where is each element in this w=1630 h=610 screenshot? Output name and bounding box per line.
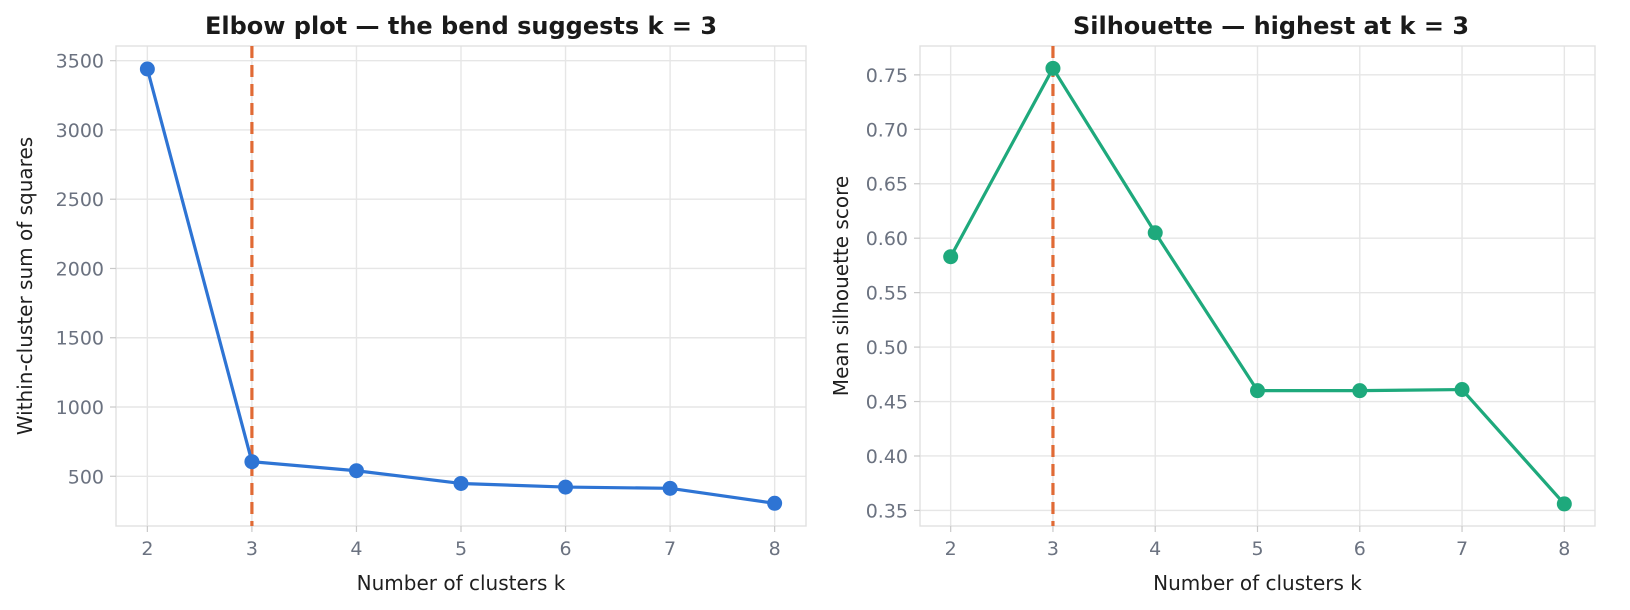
x-tick-label: 8 bbox=[769, 538, 781, 560]
x-tick-label: 4 bbox=[350, 538, 362, 560]
x-tick-label: 8 bbox=[1558, 538, 1570, 560]
data-point bbox=[767, 495, 783, 511]
data-point bbox=[244, 454, 260, 470]
x-tick-label: 2 bbox=[945, 538, 957, 560]
data-point bbox=[1250, 383, 1265, 399]
x-tick-label: 5 bbox=[455, 538, 467, 560]
y-tick-label: 0.45 bbox=[866, 392, 908, 414]
y-tick-label: 2000 bbox=[56, 258, 104, 280]
y-tick-label: 500 bbox=[68, 466, 104, 488]
y-tick-label: 0.60 bbox=[866, 228, 908, 250]
y-tick-label: 0.50 bbox=[866, 337, 908, 359]
data-point bbox=[1556, 496, 1572, 512]
data-point bbox=[1147, 225, 1163, 241]
data-point bbox=[558, 479, 574, 495]
y-axis-label: Within-cluster sum of squares bbox=[13, 137, 37, 435]
chart-title: Silhouette — highest at k = 3 bbox=[1073, 12, 1469, 40]
y-tick-label: 2500 bbox=[56, 189, 104, 211]
data-point bbox=[1454, 382, 1470, 398]
y-tick-label: 0.70 bbox=[866, 119, 908, 141]
y-tick-label: 1000 bbox=[56, 397, 104, 419]
data-point bbox=[139, 61, 155, 77]
chart-panel-2: 2 3 4 5 6 7 8 0.35 0.40 0.45 0.50 0.55 0.60 0.65 0.70 0… bbox=[829, 12, 1596, 595]
chart-panel-1: 2 3 4 5 6 7 8 500 1000 1500 2000 2500 3000 3500 Elbow … bbox=[13, 12, 807, 595]
data-point bbox=[662, 480, 678, 496]
x-tick-label: 6 bbox=[559, 538, 571, 560]
x-tick-label: 6 bbox=[1354, 538, 1366, 560]
y-tick-label: 3000 bbox=[56, 120, 104, 142]
y-tick-label: 0.35 bbox=[866, 500, 908, 522]
y-tick-label: 0.65 bbox=[866, 174, 908, 196]
data-point bbox=[1352, 383, 1368, 399]
chart-title: Elbow plot — the bend suggests k = 3 bbox=[205, 12, 717, 40]
x-tick-label: 7 bbox=[1456, 538, 1468, 560]
y-tick-label: 1500 bbox=[56, 328, 104, 350]
data-point bbox=[1045, 60, 1061, 76]
x-tick-label: 3 bbox=[246, 538, 258, 560]
data-point bbox=[453, 475, 469, 491]
x-tick-label: 7 bbox=[664, 538, 676, 560]
y-tick-label: 0.55 bbox=[866, 283, 908, 305]
x-tick-label: 3 bbox=[1047, 538, 1059, 560]
x-axis-label: Number of clusters k bbox=[357, 571, 566, 595]
data-point bbox=[348, 463, 364, 479]
data-point bbox=[943, 249, 959, 265]
x-axis-label: Number of clusters k bbox=[1153, 571, 1362, 595]
y-axis-label: Mean silhouette score bbox=[829, 176, 853, 396]
y-tick-label: 3500 bbox=[56, 51, 104, 73]
x-tick-label: 5 bbox=[1251, 538, 1263, 560]
y-tick-label: 0.40 bbox=[866, 446, 908, 468]
x-tick-label: 2 bbox=[141, 538, 153, 560]
y-tick-label: 0.75 bbox=[866, 65, 908, 87]
x-tick-label: 4 bbox=[1149, 538, 1161, 560]
